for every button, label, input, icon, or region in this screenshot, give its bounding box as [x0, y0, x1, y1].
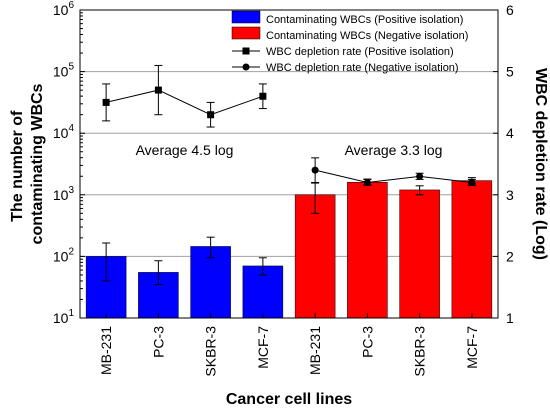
- bar: [399, 189, 440, 319]
- x-tick-label: PC-3: [359, 326, 375, 358]
- y-left-tick-base: 10: [53, 310, 69, 326]
- y-left-tick-base: 10: [53, 64, 69, 80]
- legend-label-positive-bars: Contaminating WBCs (Positive isolation): [266, 14, 463, 26]
- y-left-tick-exponent: 4: [68, 123, 74, 134]
- y-left-tick-exponent: 2: [68, 246, 74, 257]
- y-left-tick-exponent: 3: [68, 185, 74, 196]
- legend-swatch-positive-bars: [231, 10, 261, 24]
- legend-marker-positive-line: [232, 47, 260, 55]
- x-tick-label: PC-3: [150, 326, 166, 358]
- x-tick-label: SKBR-3: [412, 326, 428, 377]
- legend-label-negative-bars: Contaminating WBCs (Negative isolation): [266, 30, 468, 42]
- y-left-tick-label: 105: [53, 62, 75, 80]
- annotation-negative-average: Average 3.3 log: [345, 142, 443, 158]
- line-point: [416, 172, 424, 180]
- y-left-tick-label: 106: [53, 0, 75, 18]
- y-left-tick-label: 101: [53, 308, 75, 326]
- y-right-tick-label: 6: [506, 2, 514, 18]
- y-left-tick-base: 10: [53, 187, 69, 203]
- line-point: [259, 92, 267, 100]
- bar: [347, 181, 388, 319]
- x-tick-label: MB-231: [307, 326, 323, 375]
- legend-swatch-negative-bars: [231, 26, 261, 40]
- legend-label-negative-line: WBC depletion rate (Negative isolation): [266, 62, 459, 74]
- legend-marker-square: [242, 47, 250, 55]
- y-axis-left-title-line-1: The number of: [9, 110, 26, 222]
- y-axis-left-title-line-2: contaminating WBCs: [29, 83, 46, 244]
- line-point: [468, 178, 476, 186]
- plot-frame: [79, 9, 499, 319]
- y-left-tick-base: 10: [53, 125, 69, 141]
- legend-label-positive-line: WBC depletion rate (Positive isolation): [266, 46, 454, 58]
- x-tick-label: MCF-7: [255, 326, 271, 369]
- y-axis-left-title: The number of contaminating WBCs: [9, 83, 46, 244]
- x-tick-label: MCF-7: [464, 326, 480, 369]
- y-left-tick-base: 10: [53, 248, 69, 264]
- bars-layer: [85, 177, 493, 319]
- line-point: [102, 98, 110, 106]
- legend: Contaminating WBCs (Positive isolation) …: [231, 10, 468, 74]
- y-left-tick-label: 104: [53, 123, 75, 141]
- line-point: [207, 111, 215, 119]
- y-left-tick-label: 102: [53, 246, 75, 264]
- y-right-tick-label: 4: [506, 125, 514, 141]
- y-left-tick-base: 10: [53, 2, 69, 18]
- lines-layer: [102, 64, 476, 187]
- y-right-tick-label: 1: [506, 310, 514, 326]
- bar: [294, 194, 336, 319]
- y-right-tick-label: 3: [506, 187, 514, 203]
- line-point: [363, 178, 371, 186]
- y-left-tick-label: 103: [53, 185, 75, 203]
- legend-marker-negative-line: [232, 63, 260, 71]
- line-point: [154, 86, 162, 94]
- x-axis-title: Cancer cell lines: [226, 391, 352, 408]
- y-axis-right-title: WBC depletion rate (Log): [532, 68, 549, 260]
- line-point: [311, 166, 319, 174]
- annotation-positive-average: Average 4.5 log: [136, 142, 234, 158]
- series-line: [315, 169, 472, 183]
- bar: [451, 180, 493, 319]
- y-left-tick-exponent: 5: [68, 62, 74, 73]
- y-left-tick-exponent: 6: [68, 0, 74, 11]
- y-left-tick-exponent: 1: [68, 308, 74, 319]
- x-tick-label: SKBR-3: [203, 326, 219, 377]
- series-line: [106, 89, 264, 116]
- x-tick-label: MB-231: [98, 326, 114, 375]
- legend-marker-circle: [242, 63, 250, 71]
- y-right-tick-label: 5: [506, 64, 514, 80]
- y-right-tick-label: 2: [506, 248, 514, 264]
